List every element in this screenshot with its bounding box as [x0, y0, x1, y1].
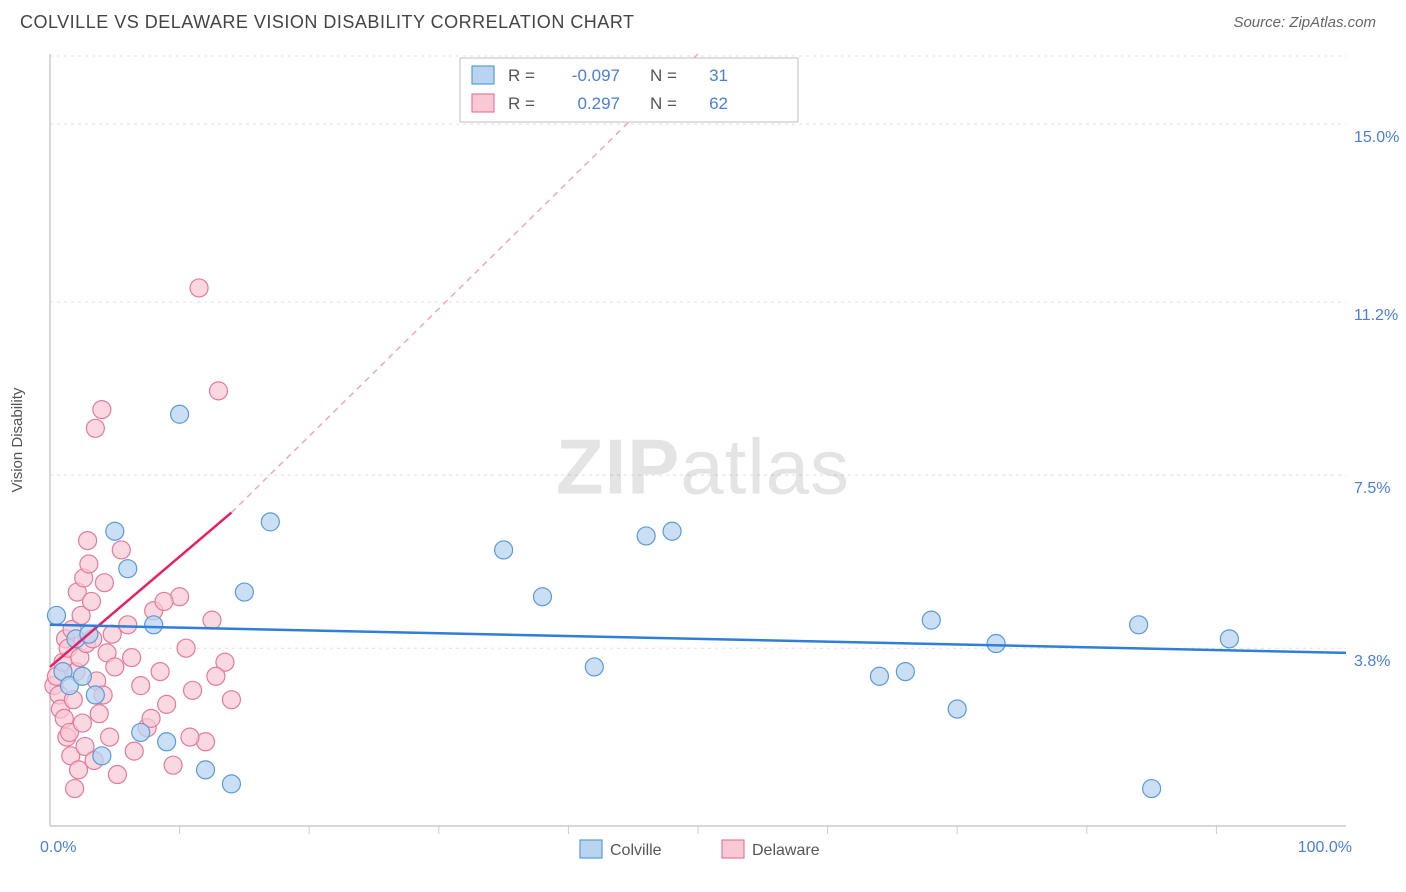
data-point	[79, 532, 97, 550]
data-point	[47, 606, 65, 624]
data-point	[585, 658, 603, 676]
data-point	[1130, 616, 1148, 634]
data-point	[90, 705, 108, 723]
data-point	[261, 513, 279, 531]
data-point	[80, 555, 98, 573]
chart-area: 3.8% 7.5% 11.2% 15.0% 0.0% 100.0% Vision Disab…	[0, 42, 1406, 892]
stats-n-value: 31	[709, 66, 728, 85]
data-point	[106, 658, 124, 676]
chart-header: COLVILLE VS DELAWARE VISION DISABILITY C…	[0, 0, 1406, 43]
data-point	[86, 686, 104, 704]
data-point	[948, 700, 966, 718]
data-point	[82, 592, 100, 610]
data-point	[106, 522, 124, 540]
stats-r-value: -0.097	[572, 66, 620, 85]
trend-line-delaware-ext	[231, 54, 698, 513]
legend-swatch	[580, 840, 602, 858]
stats-r-value: 0.297	[577, 94, 620, 113]
y-tick-label: 3.8%	[1354, 653, 1390, 670]
legend-label: Colville	[610, 842, 662, 859]
data-point	[922, 611, 940, 629]
data-point	[1220, 630, 1238, 648]
data-point	[93, 747, 111, 765]
data-point	[73, 714, 91, 732]
y-axis-label: Vision Disability	[9, 387, 26, 492]
chart-title: COLVILLE VS DELAWARE VISION DISABILITY C…	[20, 12, 635, 33]
stats-n-label: N =	[650, 66, 677, 85]
data-point	[209, 382, 227, 400]
data-point	[158, 733, 176, 751]
data-point	[190, 279, 208, 297]
data-point	[207, 667, 225, 685]
x-tick-label: 0.0%	[40, 839, 76, 856]
legend-swatch	[722, 840, 744, 858]
data-point	[125, 742, 143, 760]
data-point	[108, 766, 126, 784]
data-point	[896, 663, 914, 681]
data-point	[171, 405, 189, 423]
data-point	[222, 691, 240, 709]
stats-r-label: R =	[508, 94, 535, 113]
data-point	[1143, 780, 1161, 798]
data-point	[66, 780, 84, 798]
data-point	[177, 639, 195, 657]
x-tick-label: 100.0%	[1298, 839, 1352, 856]
data-point	[123, 649, 141, 667]
y-tick-label: 7.5%	[1354, 480, 1390, 497]
data-point	[145, 616, 163, 634]
scatter-chart-svg: 3.8% 7.5% 11.2% 15.0% 0.0% 100.0% Vision Disab…	[0, 42, 1406, 892]
data-point	[203, 611, 221, 629]
data-point	[103, 625, 121, 643]
data-point	[637, 527, 655, 545]
data-point	[95, 574, 113, 592]
chart-source: Source: ZipAtlas.com	[1233, 14, 1376, 31]
data-point	[222, 775, 240, 793]
data-point	[119, 616, 137, 634]
trend-line-colville	[50, 625, 1346, 653]
y-tick-label: 15.0%	[1354, 129, 1399, 146]
data-point	[73, 667, 91, 685]
data-point	[132, 723, 150, 741]
data-point	[235, 583, 253, 601]
data-point	[101, 728, 119, 746]
data-point	[870, 667, 888, 685]
y-tick-label: 11.2%	[1354, 307, 1398, 324]
data-point	[70, 761, 88, 779]
data-point	[151, 663, 169, 681]
data-point	[164, 756, 182, 774]
data-point	[495, 541, 513, 559]
data-point	[184, 681, 202, 699]
legend-label: Delaware	[752, 842, 820, 859]
stats-swatch	[472, 94, 494, 112]
stats-n-value: 62	[709, 94, 728, 113]
data-point	[987, 635, 1005, 653]
data-point	[86, 419, 104, 437]
data-point	[119, 560, 137, 578]
data-point	[158, 695, 176, 713]
data-point	[112, 541, 130, 559]
data-point	[181, 728, 199, 746]
data-point	[132, 677, 150, 695]
stats-r-label: R =	[508, 66, 535, 85]
data-point	[533, 588, 551, 606]
stats-n-label: N =	[650, 94, 677, 113]
data-point	[93, 401, 111, 419]
data-point	[663, 522, 681, 540]
data-point	[155, 592, 173, 610]
data-point	[197, 761, 215, 779]
stats-swatch	[472, 66, 494, 84]
